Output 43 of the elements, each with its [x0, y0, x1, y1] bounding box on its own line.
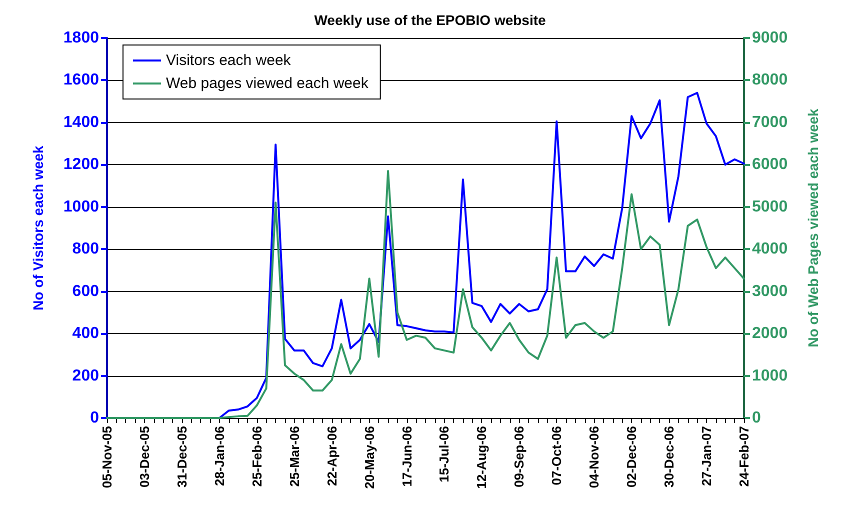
x-tick-label: 20-May-06: [362, 426, 377, 489]
y2-tick-label: 3000: [752, 282, 788, 300]
y-tick-label: 600: [72, 282, 100, 300]
y-tick-label: 800: [72, 240, 100, 258]
y2-tick-label: 9000: [752, 30, 788, 46]
x-tick-label: 24-Feb-07: [736, 426, 752, 487]
y2-tick-label: 8000: [752, 72, 788, 89]
y-axis-title: No of Visitors each week: [30, 145, 46, 310]
y-tick-label: 200: [72, 367, 100, 384]
y2-axis-title: No of Web Pages viewed each week: [805, 108, 821, 348]
y-tick-label: 1400: [63, 114, 100, 131]
y2-tick-label: 6000: [752, 156, 788, 174]
y2-tick-label: 7000: [752, 114, 788, 131]
y-tick-label: 1800: [63, 30, 100, 46]
x-tick-label: 03-Dec-05: [136, 426, 152, 488]
x-tick-label: 17-Jun-06: [399, 426, 414, 487]
y-tick-label: 400: [72, 325, 100, 342]
x-tick-label: 04-Nov-06: [586, 426, 602, 488]
x-tick-label: 25-Mar-06: [286, 426, 302, 487]
y2-tick-label: 1000: [752, 367, 788, 384]
x-tick-label: 22-Apr-06: [324, 426, 340, 486]
x-tick-label: 02-Dec-06: [624, 426, 640, 488]
x-tick-label: 25-Feb-06: [249, 426, 264, 487]
x-tick-label: 07-Oct-06: [549, 426, 564, 486]
x-tick-label: 05-Nov-05: [100, 426, 114, 488]
legend-label: Web pages viewed each week: [166, 75, 369, 92]
x-tick-label: 15-Jul-06: [436, 426, 452, 482]
y-tick-label: 1000: [63, 198, 100, 216]
x-tick-label: 30-Dec-06: [662, 426, 677, 488]
x-tick-label: 12-Aug-06: [474, 426, 490, 489]
x-tick-label: 31-Dec-05: [174, 426, 190, 488]
legend-label: Visitors each week: [166, 52, 292, 69]
y2-tick-label: 0: [752, 410, 761, 426]
y2-tick-label: 4000: [752, 240, 788, 258]
y-tick-label: 1600: [63, 72, 100, 89]
y-tick-label: 1200: [63, 156, 100, 174]
x-tick-label: 27-Jan-07: [699, 426, 714, 486]
y2-tick-label: 2000: [752, 325, 788, 342]
x-tick-label: 28-Jan-06: [212, 426, 227, 486]
y-tick-label: 0: [90, 410, 100, 426]
y2-tick-label: 5000: [752, 198, 788, 216]
x-tick-label: 09-Sep-06: [512, 426, 527, 488]
chart-title: Weekly use of the EPOBIO website: [314, 12, 546, 28]
